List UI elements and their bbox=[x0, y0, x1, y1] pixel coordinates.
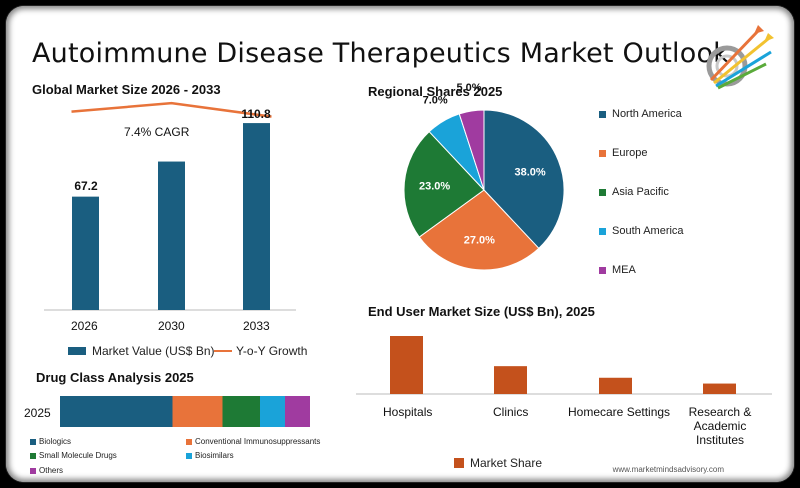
pie-legend-south-america: South America bbox=[599, 225, 684, 237]
legend-label: Europe bbox=[612, 147, 648, 159]
drug-legend-biosimilars: Biosimilars bbox=[186, 451, 234, 460]
bar-end-user-0 bbox=[390, 336, 423, 394]
x-tick-clinics: Clinics bbox=[493, 405, 529, 419]
cagr-annotation: 7.4% CAGR bbox=[124, 125, 190, 139]
drug-class-title: Drug Class Analysis 2025 bbox=[36, 370, 194, 385]
watermark: www.marketmindsadvisory.com bbox=[612, 465, 724, 474]
slice-mea bbox=[458, 109, 485, 191]
value-label-2033: 110.8 bbox=[241, 107, 271, 121]
x-tick-hospitals: Hospitals bbox=[383, 405, 433, 419]
bar-2026 bbox=[72, 196, 99, 310]
legend-swatch bbox=[599, 149, 606, 157]
drug-legend-biologics: Biologics bbox=[30, 437, 71, 446]
legend-label: South America bbox=[612, 225, 684, 237]
pie-legend-mea: MEA bbox=[599, 264, 636, 276]
legend-swatch bbox=[599, 110, 606, 118]
legend-yoy-growth: Y-o-Y Growth bbox=[214, 344, 307, 358]
regional-shares-pie: 38.0% 27.0% 23.0% 7.0% 5.0% bbox=[403, 82, 565, 271]
drug-legend-conventional-immunosuppressants: Conventional Immunosuppressants bbox=[186, 437, 320, 446]
legend-swatch-bar bbox=[68, 347, 86, 355]
segment-conventional-immunosuppressants bbox=[172, 396, 223, 427]
value-label-2026: 67.2 bbox=[74, 179, 98, 193]
slice-north-america bbox=[483, 109, 565, 250]
x-tick-homecare: Homecare Settings bbox=[568, 405, 671, 419]
legend-swatch-line bbox=[214, 350, 232, 352]
legend-label: North America bbox=[612, 108, 682, 120]
legend-market-value: Market Value (US$ Bn) bbox=[68, 344, 215, 358]
slice-label-3: 7.0% bbox=[423, 94, 448, 106]
legend-swatch bbox=[599, 188, 606, 196]
slice-label-2: 23.0% bbox=[419, 180, 450, 192]
drug-legend-others: Others bbox=[30, 466, 63, 475]
end-user-chart bbox=[356, 336, 772, 395]
legend-swatch bbox=[30, 438, 36, 445]
regional-shares-title: Regional Shares 2025 bbox=[368, 84, 503, 99]
page-title: Autoimmune Disease Therapeutics Market O… bbox=[32, 38, 730, 69]
legend-swatch bbox=[30, 452, 36, 459]
bar-end-user-3 bbox=[703, 383, 736, 394]
drug-class-chart bbox=[60, 396, 310, 427]
pie-legend-north-america: North America bbox=[599, 108, 682, 120]
drug-legend-small-molecule-drugs: Small Molecule Drugs bbox=[30, 451, 117, 460]
legend-label: Conventional Immunosuppressants bbox=[195, 437, 321, 446]
x-tick-2026: 2026 bbox=[71, 319, 98, 333]
x-tick-research: Research & Academic Institutes bbox=[688, 405, 752, 447]
slice-label-1: 27.0% bbox=[464, 234, 495, 246]
legend-label: Others bbox=[39, 466, 64, 475]
pie-legend-europe: Europe bbox=[599, 147, 647, 159]
legend-label: Small Molecule Drugs bbox=[39, 451, 117, 460]
slice-label-0: 38.0% bbox=[515, 167, 546, 179]
bar-2030 bbox=[158, 161, 185, 310]
segment-biologics bbox=[60, 396, 173, 427]
market-size-title: Global Market Size 2026 - 2033 bbox=[32, 82, 221, 97]
x-tick-2033: 2033 bbox=[243, 319, 270, 333]
infographic-card: Autoimmune Disease Therapeutics Market O… bbox=[6, 6, 794, 482]
legend-market-share: Market Share bbox=[454, 456, 542, 470]
segment-biosimilars bbox=[260, 396, 285, 427]
legend-swatch bbox=[599, 227, 606, 235]
legend-swatch bbox=[30, 467, 36, 474]
slice-europe bbox=[418, 189, 540, 271]
legend-label: Asia Pacific bbox=[612, 186, 669, 198]
x-tick-2030: 2030 bbox=[158, 319, 185, 333]
bar-end-user-2 bbox=[599, 377, 632, 394]
pie-legend-asia-pacific: Asia Pacific bbox=[599, 186, 669, 198]
legend-label: MEA bbox=[612, 264, 636, 276]
end-user-title: End User Market Size (US$ Bn), 2025 bbox=[368, 304, 595, 319]
market-size-chart bbox=[44, 101, 296, 311]
drug-class-category: 2025 bbox=[24, 406, 51, 420]
bar-end-user-1 bbox=[494, 366, 527, 394]
yoy-growth-line bbox=[71, 101, 272, 118]
slice-label-4: 5.0% bbox=[456, 82, 481, 94]
legend-swatch bbox=[186, 438, 192, 445]
legend-swatch bbox=[599, 266, 606, 274]
segment-others bbox=[285, 396, 310, 427]
legend-label: Biologics bbox=[39, 437, 72, 446]
segment-small-molecule-drugs bbox=[222, 396, 260, 427]
legend-label: Biosimilars bbox=[195, 451, 234, 460]
slice-asia-pacific bbox=[403, 130, 485, 238]
legend-swatch bbox=[186, 452, 192, 459]
legend-swatch-market-share bbox=[454, 458, 464, 468]
bar-2033 bbox=[243, 123, 270, 310]
